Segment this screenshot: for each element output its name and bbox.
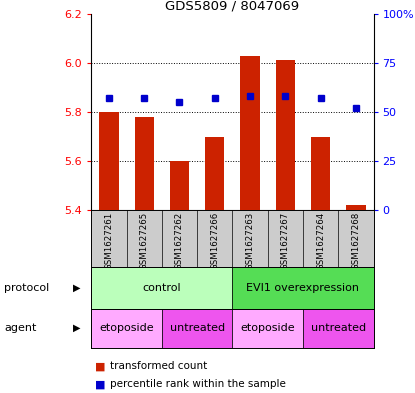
Bar <box>276 61 295 210</box>
Text: GSM1627264: GSM1627264 <box>316 212 325 270</box>
Text: ■: ■ <box>95 379 106 389</box>
Bar <box>303 309 374 348</box>
Text: agent: agent <box>4 323 37 333</box>
Text: ▶: ▶ <box>73 323 81 333</box>
Text: GSM1627262: GSM1627262 <box>175 212 184 270</box>
Text: etoposide: etoposide <box>240 323 295 333</box>
Text: ▶: ▶ <box>73 283 81 293</box>
Bar <box>232 309 303 348</box>
Bar <box>311 137 330 210</box>
Text: GSM1627261: GSM1627261 <box>105 212 113 270</box>
Bar <box>91 267 232 309</box>
Text: control: control <box>142 283 181 293</box>
Text: GSM1627265: GSM1627265 <box>140 212 149 270</box>
Bar <box>91 309 162 348</box>
Text: GSM1627267: GSM1627267 <box>281 212 290 270</box>
Bar <box>99 112 119 210</box>
Bar <box>170 161 189 210</box>
Text: etoposide: etoposide <box>99 323 154 333</box>
Text: GSM1627268: GSM1627268 <box>352 212 360 270</box>
Bar <box>240 55 260 210</box>
Bar <box>205 137 225 210</box>
Bar <box>134 117 154 210</box>
Bar <box>162 309 232 348</box>
Bar <box>232 267 374 309</box>
Text: GSM1627266: GSM1627266 <box>210 212 219 270</box>
Bar <box>346 206 366 210</box>
Text: GSM1627263: GSM1627263 <box>246 212 254 270</box>
Text: percentile rank within the sample: percentile rank within the sample <box>110 379 286 389</box>
Text: EVI1 overexpression: EVI1 overexpression <box>247 283 359 293</box>
Text: untreated: untreated <box>170 323 225 333</box>
Text: protocol: protocol <box>4 283 49 293</box>
Title: GDS5809 / 8047069: GDS5809 / 8047069 <box>165 0 300 13</box>
Text: untreated: untreated <box>311 323 366 333</box>
Text: ■: ■ <box>95 361 106 371</box>
Text: transformed count: transformed count <box>110 361 207 371</box>
